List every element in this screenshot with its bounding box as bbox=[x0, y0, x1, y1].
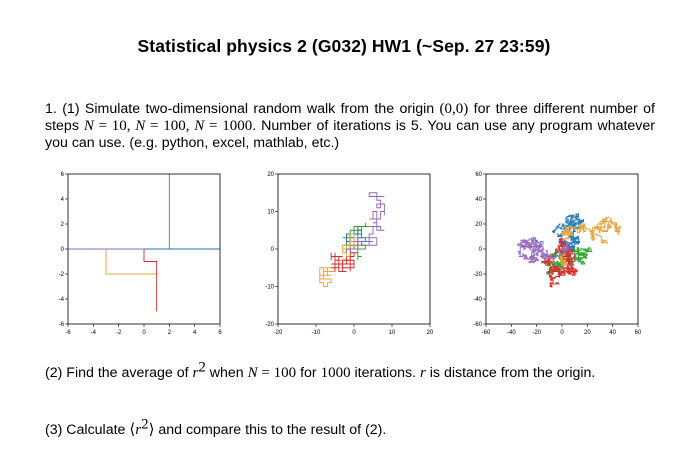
y-tick-label: -10 bbox=[265, 285, 274, 291]
x-tick-label: 0 bbox=[560, 330, 564, 336]
x-tick-label: -6 bbox=[65, 330, 71, 336]
q1-text-c: . Number of iterations is bbox=[252, 118, 411, 134]
q3-r: r bbox=[135, 422, 142, 438]
walk-line-4 bbox=[143, 249, 158, 312]
y-tick-label: 4 bbox=[61, 197, 65, 203]
x-tick-label: -40 bbox=[507, 330, 516, 336]
q1-N-b: N bbox=[135, 118, 146, 134]
x-tick-label: -10 bbox=[312, 330, 321, 336]
q3-text-b: and compare this to the result of (2). bbox=[154, 422, 387, 438]
q2-iters: 1000 bbox=[320, 365, 351, 381]
q1-text-a: 1. (1) Simulate two-dimensional random w… bbox=[45, 101, 440, 117]
q2-r-b: r bbox=[419, 365, 426, 381]
x-tick-label: 20 bbox=[427, 330, 434, 336]
y-tick-label: -20 bbox=[473, 272, 482, 278]
walk-line-5 bbox=[517, 237, 569, 264]
q2-text-d: iterations. bbox=[350, 365, 420, 381]
question-2: (2) Find the average of r2 when N = 100 … bbox=[45, 360, 655, 382]
question-3: (3) Calculate ⟨r2⟩ and compare this to t… bbox=[45, 417, 655, 439]
y-tick-label: -6 bbox=[59, 322, 65, 328]
x-tick-label: 6 bbox=[218, 330, 222, 336]
q1-origin: (0,0) bbox=[439, 101, 469, 117]
y-tick-label: 20 bbox=[475, 222, 482, 228]
y-tick-label: 20 bbox=[267, 172, 274, 178]
x-tick-label: 2 bbox=[168, 330, 172, 336]
q1-eq-b: = bbox=[145, 118, 164, 134]
q3-langle: ⟨ bbox=[129, 422, 136, 438]
y-tick-label: -2 bbox=[59, 272, 65, 278]
q2-n: 100 bbox=[273, 365, 297, 381]
walk-line-4 bbox=[541, 237, 578, 288]
q1-eq-c: = bbox=[204, 118, 223, 134]
x-tick-label: 20 bbox=[584, 330, 591, 336]
q1-sep-b: , bbox=[185, 118, 195, 134]
x-tick-label: -4 bbox=[91, 330, 97, 336]
walk-line-1 bbox=[144, 174, 170, 250]
walk-line-5 bbox=[350, 192, 385, 250]
q2-text-c: for bbox=[296, 365, 321, 381]
walk-line-4 bbox=[330, 248, 358, 272]
y-tick-label: 6 bbox=[61, 172, 65, 178]
y-tick-label: 2 bbox=[61, 222, 65, 228]
q1-v2: 100 bbox=[163, 118, 186, 134]
q1-sep-a: , bbox=[126, 118, 136, 134]
y-tick-label: -40 bbox=[473, 297, 482, 303]
question-1: 1. (1) Simulate two-dimensional random w… bbox=[45, 101, 655, 152]
random-walk-plot-n1000: -60 -40 -20 0 20 40 60 -60 -40 -20 0 20 40 60 bbox=[473, 172, 642, 336]
y-tick-label: 10 bbox=[267, 210, 274, 216]
x-tick-label: 0 bbox=[142, 330, 146, 336]
series-group bbox=[517, 213, 621, 288]
q2-exp: 2 bbox=[198, 359, 206, 376]
q2-eq: = bbox=[257, 365, 274, 381]
q3-text-a: (3) Calculate bbox=[45, 422, 130, 438]
y-tick-label: 60 bbox=[475, 172, 482, 178]
q2-text-a: (2) Find the average of bbox=[45, 365, 193, 381]
random-walk-plot-n100: -20 -10 0 10 20 -20 -10 0 10 20 bbox=[265, 172, 434, 336]
y-tick-label: -60 bbox=[473, 322, 482, 328]
series-group bbox=[319, 192, 385, 287]
x-tick-label: 0 bbox=[352, 330, 356, 336]
page-title: Statistical physics 2 (G032) HW1 (~Sep. … bbox=[137, 36, 551, 56]
y-tick-label: 40 bbox=[475, 197, 482, 203]
q1-N-c: N bbox=[194, 118, 205, 134]
q1-text-b: for three different number of steps bbox=[45, 101, 655, 134]
q1-v3: 1000 bbox=[222, 118, 253, 134]
q1-iter: 5 bbox=[410, 118, 419, 134]
x-tick-label: 60 bbox=[635, 330, 642, 336]
random-walk-plot-n10: -6 -4 -2 0 2 4 6 -6 -4 -2 0 2 4 6 bbox=[59, 172, 223, 336]
q3-rangle: ⟩ bbox=[148, 422, 155, 438]
q1-v1: 10 bbox=[111, 118, 127, 134]
x-tick-label: -20 bbox=[532, 330, 541, 336]
q3-exp: 2 bbox=[141, 416, 149, 433]
x-tick-label: -2 bbox=[116, 330, 122, 336]
q1-text-d: . You can use any program whatever you c… bbox=[45, 118, 656, 151]
x-tick-label: 40 bbox=[609, 330, 616, 336]
q2-r: r bbox=[192, 365, 199, 381]
y-tick-label: 0 bbox=[61, 247, 65, 253]
q2-text-e: is distance from the origin. bbox=[425, 365, 596, 381]
x-tick-label: 10 bbox=[389, 330, 396, 336]
x-tick-label: -60 bbox=[482, 330, 491, 336]
y-tick-label: 0 bbox=[271, 247, 275, 253]
series-group bbox=[68, 174, 220, 312]
x-tick-label: -20 bbox=[274, 330, 283, 336]
x-tick-label: 4 bbox=[193, 330, 197, 336]
q1-N-a: N bbox=[83, 118, 94, 134]
q2-N: N bbox=[247, 365, 258, 381]
y-tick-label: -20 bbox=[265, 322, 274, 328]
y-tick-label: -4 bbox=[59, 297, 65, 303]
q1-eq-a: = bbox=[93, 118, 112, 134]
q2-text-b: when bbox=[205, 365, 248, 381]
y-tick-label: 0 bbox=[479, 247, 483, 253]
